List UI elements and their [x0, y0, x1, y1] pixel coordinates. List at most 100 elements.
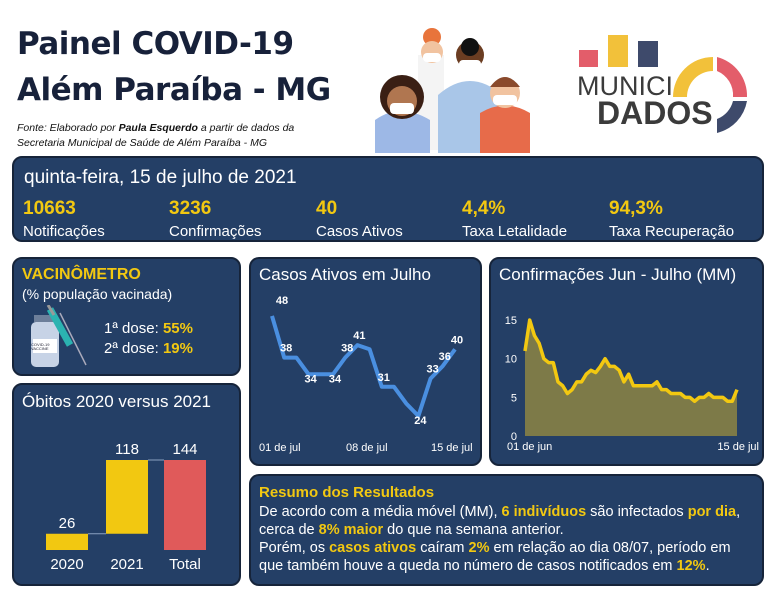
x-tick-label: 01 de jul: [259, 442, 301, 454]
data-label: 38: [280, 343, 292, 355]
vaccine-icon: [31, 305, 87, 367]
page-title: Painel COVID-19: [17, 26, 294, 62]
deaths-waterfall-chart: 26 2020 118 2021 144 Total: [46, 441, 206, 573]
y-tick-label: 5: [511, 392, 517, 404]
text: em relação ao dia 08/07, período em: [489, 540, 731, 556]
results-title: Resumo dos Resultados: [259, 484, 435, 501]
active-cases-line: [270, 315, 457, 418]
text: que também houve a queda no número de ca…: [259, 558, 677, 574]
data-label: 24: [414, 415, 427, 427]
deaths-chart-title: Óbitos 2020 versus 2021: [22, 392, 212, 411]
x-tick-label: 01 de jun: [507, 441, 552, 453]
active-cases-title: Casos Ativos em Julho: [259, 265, 431, 284]
results-text: De acordo com a média móvel (MM), 6 indi…: [259, 503, 740, 575]
bar-label: 144: [172, 441, 197, 458]
text: do que na semana anterior.: [383, 522, 564, 538]
bar-Total: [164, 460, 206, 550]
stat-value: 94,3%: [609, 198, 663, 219]
vaccine-subtitle: (% população vacinada): [22, 286, 173, 302]
data-label: 40: [451, 334, 463, 346]
logo-text-dados: DADOS: [597, 95, 713, 131]
source-note: Fonte: Elaborado por Paula Esquerdo a pa…: [17, 121, 294, 151]
source-author: Paula Esquerdo: [118, 122, 198, 134]
data-label: 31: [378, 372, 390, 384]
vial-label: COVID-19 VACCINE: [31, 342, 50, 351]
bar-2020: [46, 533, 88, 550]
dose1: 1ª dose: 55%: [104, 320, 193, 337]
source-suffix: a partir de dados da: [197, 122, 295, 134]
highlight: 12%: [676, 558, 706, 574]
stat-label: Taxa Recuperação: [609, 223, 735, 240]
x-tick-label: 15 de jul: [717, 441, 759, 453]
report-date: quinta-feira, 15 de julho de 2021: [24, 167, 297, 188]
dose2-label: 2ª dose:: [104, 340, 163, 357]
x-tick-label: 2020: [50, 556, 83, 573]
stat-value: 40: [316, 198, 338, 219]
confirmations-area: [525, 320, 737, 436]
stat-value: 3236: [169, 198, 212, 219]
x-tick-label: 15 de jul: [431, 442, 473, 454]
results-line3: Porém, os casos ativos caíram 2% em rela…: [259, 539, 740, 557]
active-cases-panel: Casos Ativos em Julho 48 38 34 34 38 41 31 24 33…: [249, 257, 482, 466]
dose2: 2ª dose: 19%: [104, 340, 193, 357]
data-label: 33: [426, 363, 438, 375]
stat-notificacoes: 10663 Notificações: [23, 198, 105, 240]
results-line1: De acordo com a média móvel (MM), 6 indi…: [259, 503, 740, 521]
stat-label: Confirmações: [169, 223, 262, 240]
highlight: casos ativos: [329, 540, 417, 556]
data-label: 41: [353, 330, 365, 342]
municidados-logo: MUNICI DADOS: [575, 35, 750, 135]
summary-panel: quinta-feira, 15 de julho de 2021 10663 N…: [12, 156, 764, 242]
data-label: 48: [276, 295, 288, 307]
stat-label: Casos Ativos: [316, 223, 403, 240]
source-line2: Secretaria Municipal de Saúde de Além Pa…: [17, 137, 267, 149]
results-line4: que também houve a queda no número de ca…: [259, 557, 740, 575]
confirmations-line: [523, 318, 739, 403]
x-tick-label: 2021: [110, 556, 143, 573]
confirmations-panel: Confirmações Jun - Julho (MM) 0 5 10 15 01 d…: [489, 257, 764, 466]
text: caíram: [416, 540, 469, 556]
data-label: 34: [304, 373, 317, 385]
vaccine-panel: VACINÔMETRO (% população vacinada) COVID…: [12, 257, 241, 376]
y-tick-label: 10: [505, 354, 517, 366]
highlight: 8% maior: [318, 522, 384, 538]
dose1-label: 1ª dose:: [104, 320, 163, 337]
confirmations-title: Confirmações Jun - Julho (MM): [499, 265, 737, 284]
people-masks-illustration: [375, 28, 530, 153]
highlight: 2%: [468, 540, 490, 556]
stat-value: 10663: [23, 198, 76, 219]
results-panel: Resumo dos Resultados De acordo com a mé…: [249, 474, 764, 586]
text: De acordo com a média móvel (MM),: [259, 504, 502, 520]
bar-2021: [106, 460, 148, 534]
page-subtitle: Além Paraíba - MG: [17, 72, 331, 108]
stat-label: Notificações: [23, 223, 105, 240]
text: são infectados: [586, 504, 688, 520]
stat-confirmacoes: 3236 Confirmações: [169, 198, 262, 240]
vaccine-title: VACINÔMETRO: [22, 266, 141, 283]
bar-label: 118: [115, 441, 139, 458]
data-label: 36: [439, 351, 451, 363]
stat-label: Taxa Letalidade: [462, 223, 568, 240]
dose1-value: 55%: [162, 320, 193, 337]
text: Porém, os: [259, 540, 330, 556]
stat-casos-ativos: 40 Casos Ativos: [316, 198, 403, 240]
y-tick-label: 15: [505, 315, 517, 327]
deaths-panel: Óbitos 2020 versus 2021 26 2020 118 2021 144…: [12, 383, 241, 586]
highlight: 6 indivíduos: [501, 504, 587, 520]
stat-letalidade: 4,4% Taxa Letalidade: [462, 198, 567, 240]
highlight: por dia: [687, 504, 737, 520]
stat-recuperacao: 94,3% Taxa Recuperação: [609, 198, 734, 240]
text: .: [705, 558, 710, 574]
data-label: 38: [341, 343, 353, 355]
x-tick-label: Total: [169, 556, 201, 573]
source-prefix: Fonte: Elaborado por: [17, 122, 119, 134]
text: cerca de: [259, 522, 319, 538]
stat-value: 4,4%: [462, 198, 506, 219]
logo-text-munici: MUNICI: [577, 71, 673, 101]
dose2-value: 19%: [162, 340, 193, 357]
x-tick-label: 08 de jul: [346, 442, 388, 454]
results-line2: cerca de 8% maior do que na semana anter…: [259, 521, 740, 539]
y-tick-label: 0: [511, 431, 517, 443]
data-label: 34: [329, 373, 342, 385]
